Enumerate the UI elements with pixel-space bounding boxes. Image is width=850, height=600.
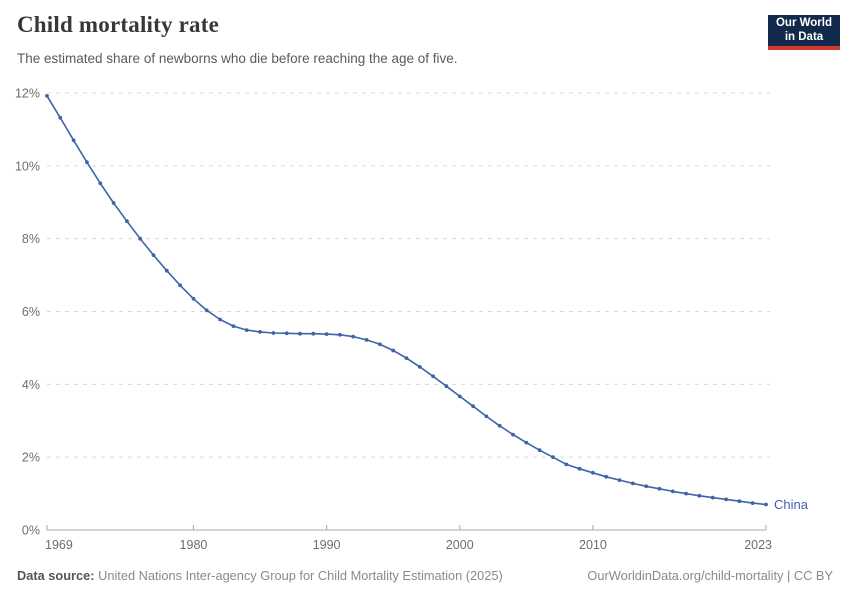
- y-tick-label: 4%: [22, 378, 40, 392]
- data-point[interactable]: [138, 236, 143, 241]
- owid-logo-line2: in Data: [784, 31, 824, 43]
- data-point[interactable]: [684, 491, 688, 496]
- data-point[interactable]: [617, 478, 622, 482]
- y-tick-label: 2%: [22, 451, 40, 465]
- data-point[interactable]: [537, 448, 542, 453]
- y-tick-label: 10%: [15, 159, 40, 173]
- data-point[interactable]: [497, 423, 502, 428]
- data-point[interactable]: [591, 470, 595, 475]
- data-point[interactable]: [564, 462, 569, 467]
- data-point[interactable]: [391, 348, 396, 353]
- data-point[interactable]: [764, 502, 768, 507]
- data-point[interactable]: [417, 365, 422, 369]
- data-point[interactable]: [204, 308, 209, 313]
- data-point[interactable]: [244, 328, 249, 332]
- data-point[interactable]: [125, 219, 129, 224]
- data-point[interactable]: [71, 138, 76, 143]
- data-point[interactable]: [58, 115, 63, 120]
- page-title: Child mortality rate: [17, 12, 220, 37]
- data-point[interactable]: [577, 466, 582, 471]
- data-point[interactable]: [351, 334, 356, 339]
- data-point[interactable]: [85, 160, 89, 165]
- data-point[interactable]: [191, 296, 196, 301]
- x-tick-label: 1969: [45, 538, 73, 552]
- series-line-china[interactable]: [46, 95, 767, 506]
- data-point[interactable]: [404, 356, 409, 360]
- footer-citation-link[interactable]: OurWorldinData.org/child-mortality | CC …: [587, 568, 833, 583]
- data-point[interactable]: [364, 338, 369, 342]
- data-point[interactable]: [524, 440, 529, 445]
- data-point[interactable]: [471, 404, 475, 409]
- data-point[interactable]: [271, 331, 276, 335]
- data-source-label: Data source:: [17, 568, 95, 583]
- data-point[interactable]: [644, 484, 649, 489]
- x-tick-label: 1980: [180, 538, 208, 552]
- data-point[interactable]: [457, 394, 462, 399]
- x-tick-label: 1990: [313, 538, 341, 552]
- data-point[interactable]: [164, 268, 169, 273]
- x-tick-label: 2010: [579, 538, 607, 552]
- data-point[interactable]: [697, 493, 702, 498]
- data-source-text: United Nations Inter-agency Group for Ch…: [94, 568, 503, 583]
- data-point[interactable]: [604, 474, 609, 479]
- data-point[interactable]: [231, 324, 236, 328]
- data-point[interactable]: [284, 331, 289, 336]
- data-point[interactable]: [298, 331, 302, 336]
- data-point[interactable]: [338, 332, 342, 337]
- y-tick-label: 6%: [22, 305, 40, 319]
- data-point[interactable]: [551, 455, 555, 460]
- data-point[interactable]: [178, 283, 183, 288]
- y-tick-label: 8%: [22, 232, 40, 246]
- data-point[interactable]: [670, 489, 675, 494]
- y-tick-label: 12%: [15, 87, 40, 101]
- data-point[interactable]: [631, 481, 635, 486]
- x-tick-label: 2023: [744, 538, 772, 552]
- data-point[interactable]: [431, 374, 435, 379]
- data-point[interactable]: [378, 342, 382, 347]
- data-point[interactable]: [724, 497, 728, 502]
- data-point[interactable]: [151, 253, 156, 257]
- data-point[interactable]: [737, 499, 742, 504]
- chart-subtitle: The estimated share of newborns who die …: [17, 51, 458, 66]
- data-point[interactable]: [444, 384, 449, 389]
- data-source: Data source: United Nations Inter-agency…: [17, 568, 503, 583]
- data-point[interactable]: [111, 201, 116, 205]
- data-point[interactable]: [484, 414, 489, 419]
- data-point[interactable]: [324, 332, 329, 336]
- series-end-label[interactable]: China: [774, 497, 809, 512]
- owid-logo[interactable]: Our World in Data: [768, 15, 840, 50]
- data-point[interactable]: [311, 331, 316, 336]
- data-point[interactable]: [511, 432, 515, 437]
- line-chart-canvas[interactable]: 0% 2% 4% 6% 8% 10% 12% 1969 1980 1990 2000 2010 2023…: [0, 80, 850, 560]
- owid-logo-line1: Our World: [775, 17, 832, 29]
- data-point[interactable]: [258, 330, 262, 334]
- data-point[interactable]: [710, 495, 715, 500]
- data-point[interactable]: [218, 317, 223, 322]
- y-tick-label: 0%: [22, 524, 40, 538]
- data-point[interactable]: [98, 181, 103, 186]
- data-point[interactable]: [657, 486, 662, 491]
- data-point[interactable]: [750, 501, 755, 505]
- data-point[interactable]: [45, 94, 49, 98]
- chart-footer: Data source: United Nations Inter-agency…: [17, 568, 833, 583]
- x-tick-label: 2000: [446, 538, 474, 552]
